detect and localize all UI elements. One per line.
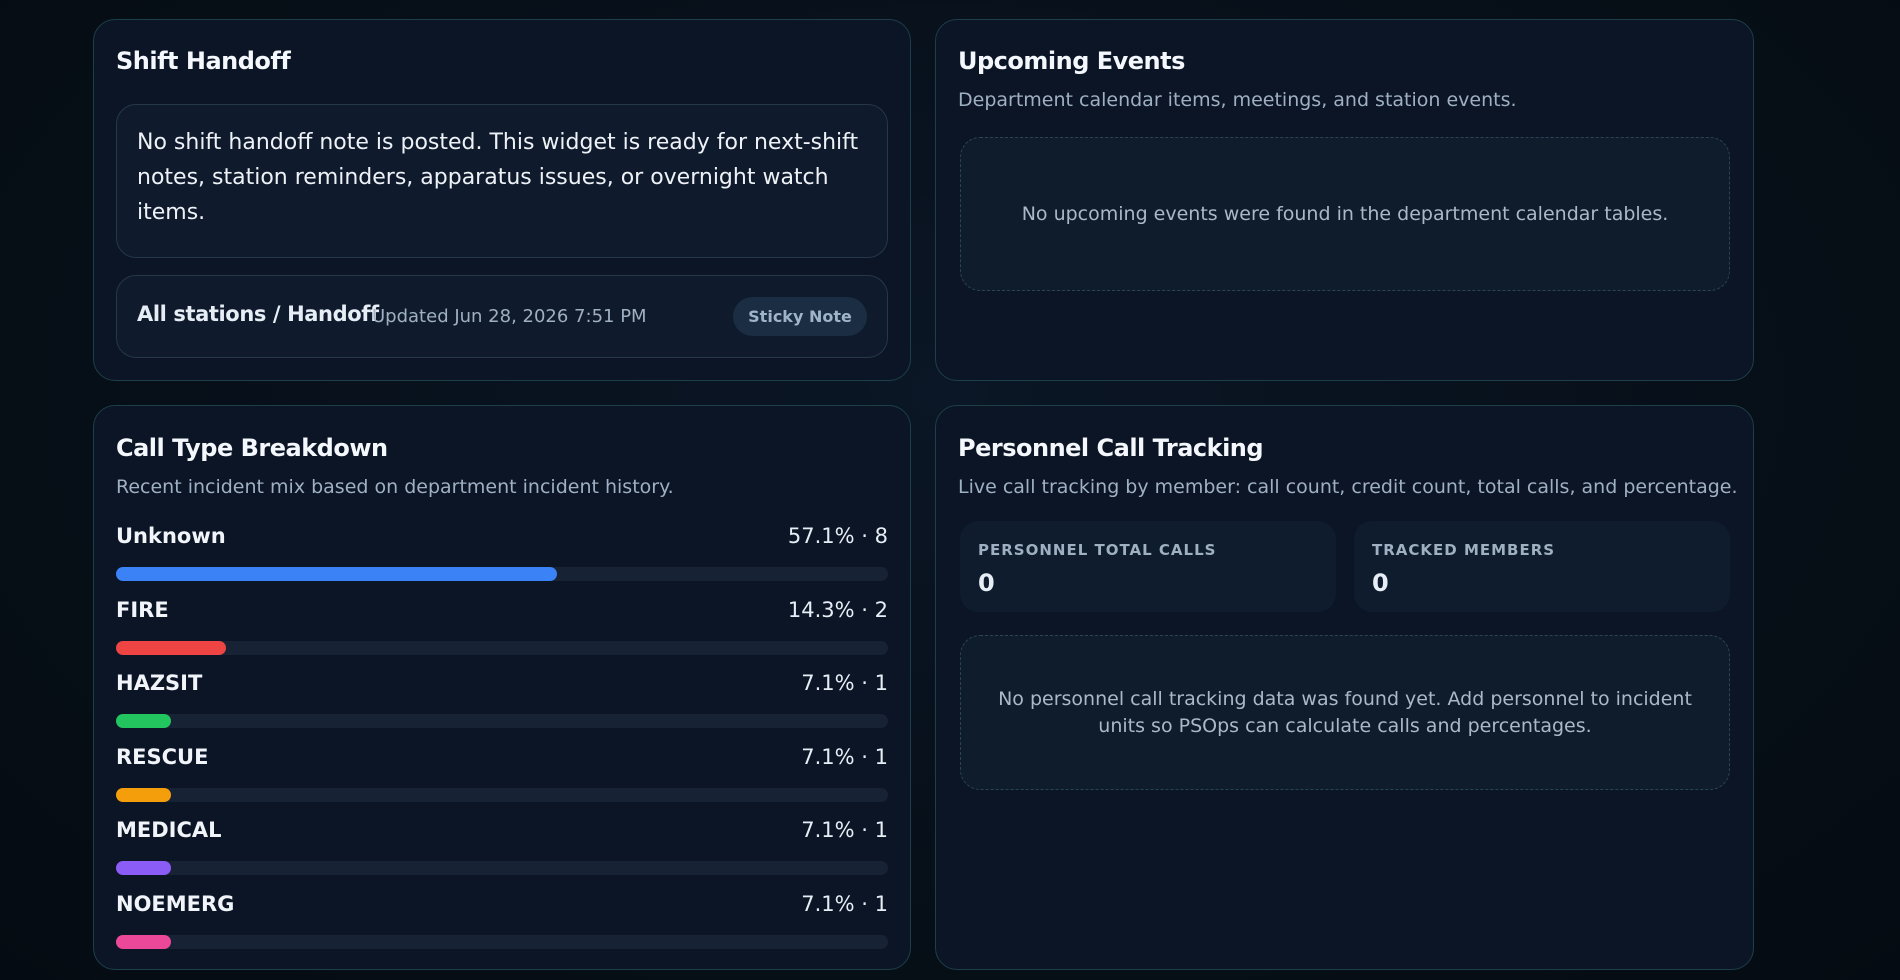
empty-state: No upcoming events were found in the dep…: [960, 137, 1730, 291]
bar-track: [116, 640, 888, 655]
bar-track: [116, 861, 888, 875]
card-title: Personnel Call Tracking: [958, 434, 1264, 462]
stat-value: 0: [978, 569, 995, 597]
bar-track: [116, 934, 888, 949]
handoff-note: No shift handoff note is posted. This wi…: [116, 104, 888, 258]
card-subtitle: Live call tracking by member: call count…: [958, 476, 1738, 498]
bar-track: [116, 787, 888, 802]
bar: [116, 640, 227, 655]
bar-track: [116, 567, 888, 581]
stat-value: 0: [1372, 569, 1389, 597]
category-value: 7.1% · 1: [801, 744, 888, 769]
card-title: Call Type Breakdown: [116, 434, 388, 462]
category-value: 57.1% · 8: [787, 524, 888, 548]
category-name: FIRE: [116, 597, 169, 622]
handoff-footer: All stations / Handoff Updated Jun 28, 2…: [116, 275, 888, 358]
card-subtitle: Department calendar items, meetings, and…: [958, 89, 1517, 111]
empty-state: No personnel call tracking data was foun…: [960, 635, 1730, 790]
category-value: 14.3% · 2: [787, 597, 888, 622]
bar: [116, 567, 557, 581]
category-value: 7.1% · 1: [801, 818, 888, 842]
bar-track: [116, 714, 888, 728]
bar: [116, 787, 171, 802]
stat-label: TRACKED MEMBERS: [1372, 541, 1556, 559]
call-type-card: Call Type Breakdown Recent incident mix …: [93, 405, 911, 970]
personnel-card: Personnel Call Tracking Live call tracki…: [935, 405, 1754, 970]
stat-label: PERSONNEL TOTAL CALLS: [978, 541, 1217, 559]
handoff-updated: Updated Jun 28, 2026 7:51 PM: [372, 306, 647, 327]
handoff-scope: All stations / Handoff: [137, 302, 379, 326]
stat-box: TRACKED MEMBERS 0: [1354, 521, 1730, 612]
badge: Sticky Note: [733, 297, 867, 336]
stat-box: PERSONNEL TOTAL CALLS 0: [960, 521, 1336, 612]
category-name: Unknown: [116, 524, 226, 548]
bar: [116, 934, 171, 949]
category-value: 7.1% · 1: [801, 671, 888, 695]
shift-handoff-card: Shift Handoff No shift handoff note is p…: [93, 19, 911, 381]
category-name: MEDICAL: [116, 818, 222, 842]
category-name: HAZSIT: [116, 671, 203, 695]
bar: [116, 714, 171, 728]
category-value: 7.1% · 1: [801, 891, 888, 916]
card-subtitle: Recent incident mix based on department …: [116, 476, 674, 498]
upcoming-events-card: Upcoming Events Department calendar item…: [935, 19, 1754, 381]
category-name: NOEMERG: [116, 891, 235, 916]
card-title: Upcoming Events: [958, 47, 1185, 75]
category-name: RESCUE: [116, 744, 209, 769]
bar: [116, 861, 171, 875]
card-title: Shift Handoff: [116, 47, 291, 75]
